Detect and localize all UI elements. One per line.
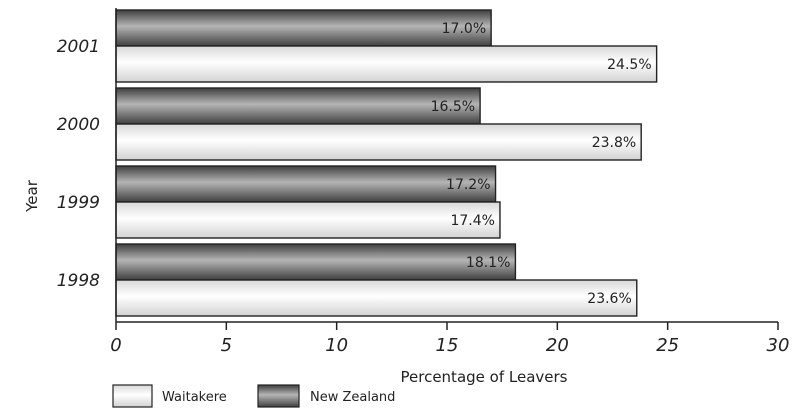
category-label-1998: 1998 [57,271,100,291]
x-tick-label-20: 20 [546,335,569,356]
bar-new-zealand-1999 [115,165,497,203]
x-axis-title: Percentage of Leavers [401,368,568,386]
x-tick-label-25: 25 [656,335,679,356]
bars: 17.0% 24.5% 16.5% 23.8% 17.2% 17.4% 18.1% 23.6% [115,9,658,317]
x-tick-label-5: 5 [221,335,232,356]
bar-new-zealand-1998 [115,243,517,281]
x-tick-label-10: 10 [325,335,348,356]
x-tick-label-0: 0 [110,335,121,356]
legend-swatch-new-zealand [257,384,300,408]
category-labels: 2001 2000 1999 1998 [57,37,100,291]
x-axis: 0 5 10 15 20 25 30 [110,8,789,356]
category-label-2001: 2001 [57,37,100,57]
data-label-waitakere-1998: 23.6% [587,291,631,307]
bar-new-zealand-2001 [115,9,492,47]
data-label-new-zealand-2000: 16.5% [431,99,475,115]
legend-swatch-waitakere [112,384,153,408]
bar-waitakere-1999 [115,201,501,239]
y-axis-title: Year [23,179,41,213]
data-label-waitakere-1999: 17.4% [450,213,494,229]
bar-new-zealand-2000 [115,87,481,125]
data-label-new-zealand-1999: 17.2% [446,177,490,193]
bar-waitakere-2000 [115,123,642,161]
data-label-waitakere-2001: 24.5% [607,57,651,73]
category-label-1999: 1999 [57,193,100,213]
legend-label-new-zealand: New Zealand [310,390,395,405]
data-label-new-zealand-2001: 17.0% [442,21,486,37]
x-tick-label-15: 15 [436,335,459,356]
bar-waitakere-1998 [115,279,638,317]
data-label-new-zealand-1998: 18.1% [466,255,510,271]
legend-label-waitakere: Waitakere [162,390,227,405]
legend: Waitakere New Zealand [112,384,395,408]
data-label-waitakere-2000: 23.8% [592,135,636,151]
category-label-2000: 2000 [57,115,100,135]
bar-waitakere-2001 [115,45,658,83]
x-tick-label-30: 30 [767,335,790,356]
